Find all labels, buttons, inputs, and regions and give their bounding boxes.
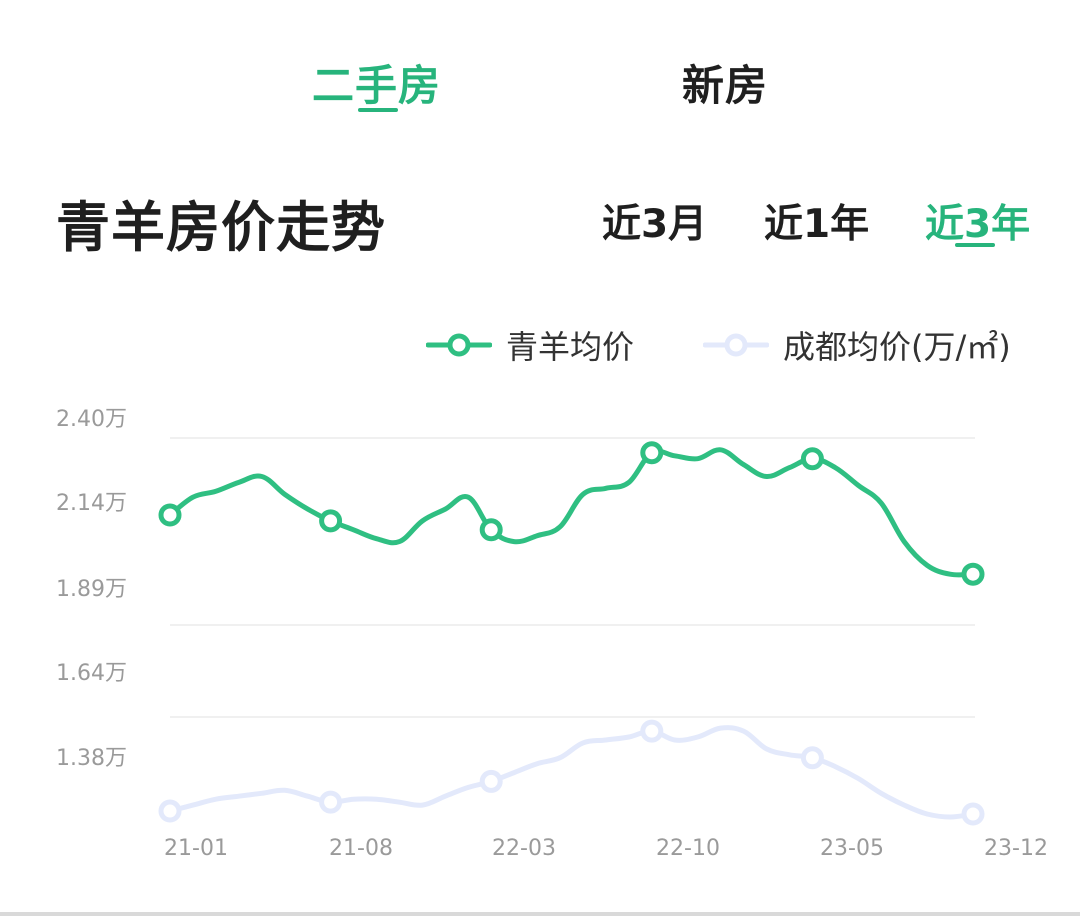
- data-point-qingyang: [319, 509, 343, 533]
- y-tick-label: 1.89万: [56, 577, 127, 602]
- data-point-chengdu: [800, 746, 824, 770]
- y-tick-label: 1.38万: [56, 746, 127, 771]
- legend-item-qingyang[interactable]: 青羊均价: [426, 320, 634, 370]
- x-tick-label: 21-01: [164, 836, 228, 861]
- data-point-qingyang: [479, 518, 503, 542]
- range-tab-3-months[interactable]: 近3月: [602, 202, 708, 247]
- legend-item-chengdu[interactable]: 成都均价(万/㎡): [703, 320, 1011, 370]
- price-trend-chart: 2.40万 2.14万 1.89万 1.64万 1.38万 21-01 21-08 22-03…: [56, 407, 1048, 861]
- data-point-qingyang: [158, 503, 182, 527]
- data-point-qingyang: [640, 441, 664, 465]
- data-point-chengdu: [158, 799, 182, 823]
- x-tick-label: 23-05: [820, 836, 884, 861]
- range-tab-3-years[interactable]: 近3年: [925, 202, 1031, 247]
- x-tick-label: 21-08: [329, 836, 393, 861]
- tab-second-hand-underline: [358, 108, 398, 112]
- chart-legend: 青羊均价 成都均价(万/㎡): [420, 320, 1060, 370]
- y-tick-label: 1.64万: [56, 661, 127, 686]
- legend-label-chengdu: 成都均价(万/㎡): [783, 328, 1011, 366]
- y-tick-label: 2.14万: [56, 491, 127, 516]
- data-point-chengdu: [319, 790, 343, 814]
- x-tick-label: 23-12: [984, 836, 1048, 861]
- data-point-chengdu: [640, 719, 664, 743]
- x-tick-label: 22-10: [656, 836, 720, 861]
- data-point-qingyang: [800, 447, 824, 471]
- tab-new-house[interactable]: 新房: [682, 61, 769, 110]
- bottom-divider: [0, 912, 1080, 916]
- data-point-chengdu: [961, 802, 985, 826]
- data-point-chengdu: [479, 769, 503, 793]
- legend-marker-chengdu: [703, 333, 769, 357]
- tab-second-hand[interactable]: 二手房: [312, 61, 442, 110]
- top-tab-bar: 二手房 新房: [0, 52, 1080, 122]
- y-tick-label: 2.40万: [56, 407, 127, 432]
- data-point-qingyang: [961, 562, 985, 586]
- x-tick-label: 22-03: [492, 836, 556, 861]
- legend-marker-qingyang: [426, 333, 492, 357]
- section-title: 青羊房价走势: [56, 196, 386, 259]
- range-tab-1-year[interactable]: 近1年: [764, 202, 870, 247]
- range-tab-underline: [955, 243, 995, 247]
- series-line-chengdu: [167, 725, 976, 820]
- series-line-qingyang: [167, 447, 976, 578]
- legend-label-qingyang: 青羊均价: [506, 328, 635, 366]
